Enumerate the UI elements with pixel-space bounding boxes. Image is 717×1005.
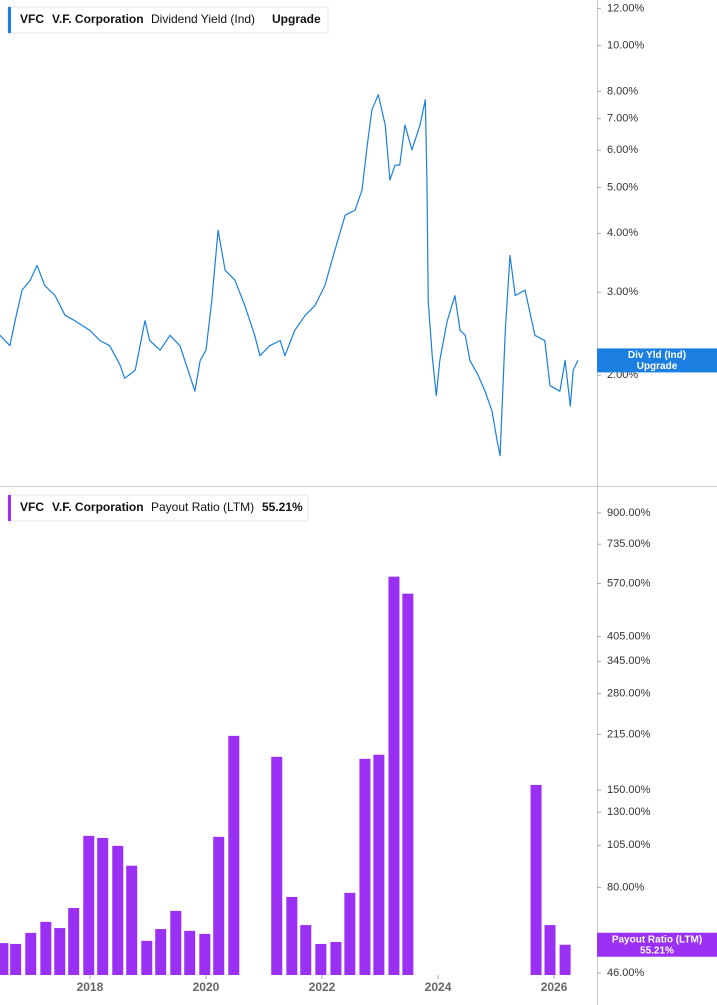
bar	[213, 836, 225, 975]
y-tick-label: 105.00%	[607, 839, 651, 851]
x-tick-label: 2020	[193, 980, 220, 994]
header-box	[7, 494, 309, 522]
bar	[330, 941, 342, 975]
bar	[184, 930, 196, 975]
header-value: 55.21%	[262, 500, 303, 514]
x-tick-label: 2024	[425, 980, 452, 994]
y-tick-label: 345.00%	[607, 655, 651, 667]
bar	[315, 943, 327, 975]
plot-area	[0, 94, 579, 975]
bar	[300, 925, 312, 975]
bar	[155, 929, 167, 975]
y-tick-label: 5.00%	[607, 182, 638, 194]
header-metric: Dividend Yield (Ind)	[151, 12, 255, 26]
y-tick-label: 46.00%	[607, 967, 645, 979]
bar	[141, 940, 153, 975]
y-tick-label: 900.00%	[607, 507, 651, 519]
bar	[530, 784, 542, 975]
value-tag-value: Upgrade	[637, 361, 678, 372]
header-box	[7, 6, 329, 34]
bar	[83, 835, 95, 975]
x-tick-label: 2018	[77, 980, 104, 994]
bar	[286, 896, 298, 975]
bar	[40, 921, 52, 975]
y-tick-label: 735.00%	[607, 538, 651, 550]
header-marker	[8, 495, 11, 521]
bar	[0, 943, 9, 975]
value-tag-title: Payout Ratio (LTM)	[612, 934, 702, 945]
bar	[559, 944, 571, 975]
header-company: V.F. Corporation	[52, 12, 144, 26]
y-tick-label: 405.00%	[607, 630, 651, 642]
bar	[544, 925, 556, 975]
header-ticker: VFC	[20, 12, 44, 26]
y-tick-label: 12.00%	[607, 2, 645, 14]
header-company: V.F. Corporation	[52, 500, 144, 514]
bar	[54, 928, 66, 975]
bar	[25, 932, 37, 975]
bar	[199, 933, 211, 975]
y-tick-label: 4.00%	[607, 227, 638, 239]
y-tick-label: 130.00%	[607, 806, 651, 818]
bar	[112, 845, 124, 975]
y-tick-label: 150.00%	[607, 784, 651, 796]
bar	[126, 865, 138, 975]
header-upgrade[interactable]: Upgrade	[272, 12, 321, 26]
value-tag-value: 55.21%	[640, 945, 674, 956]
x-tick-label: 2022	[309, 980, 336, 994]
bar	[344, 892, 356, 975]
y-tick-label: 80.00%	[607, 881, 645, 893]
bar	[388, 576, 400, 975]
value-tag	[597, 932, 717, 957]
y-tick-label: 6.00%	[607, 144, 638, 156]
header-ticker: VFC	[20, 500, 44, 514]
series-line	[0, 94, 579, 457]
y-tick-label: 7.00%	[607, 113, 638, 125]
bar	[228, 735, 240, 975]
x-tick-label: 2026	[541, 980, 568, 994]
bar	[97, 837, 109, 975]
bar	[170, 910, 182, 975]
y-tick-label: 280.00%	[607, 687, 651, 699]
bar	[359, 758, 371, 975]
legend-header: VFC V.F. Corporation Dividend Yield (Ind…	[7, 6, 329, 34]
header-metric: Payout Ratio (LTM)	[151, 500, 254, 514]
value-tag-title: Div Yld (Ind)	[628, 350, 686, 361]
y-tick-label: 215.00%	[607, 728, 651, 740]
bar	[402, 593, 414, 975]
y-tick-label: 570.00%	[607, 577, 651, 589]
bar	[271, 756, 283, 975]
bar	[68, 908, 80, 975]
value-tag	[597, 348, 717, 373]
legend-header: VFC V.F. Corporation Payout Ratio (LTM) …	[7, 494, 309, 522]
y-tick-label: 8.00%	[607, 85, 638, 97]
bar	[373, 754, 385, 975]
y-tick-label: 3.00%	[607, 286, 638, 298]
header-marker	[8, 7, 11, 33]
bar	[10, 943, 22, 975]
y-tick-label: 10.00%	[607, 40, 645, 52]
